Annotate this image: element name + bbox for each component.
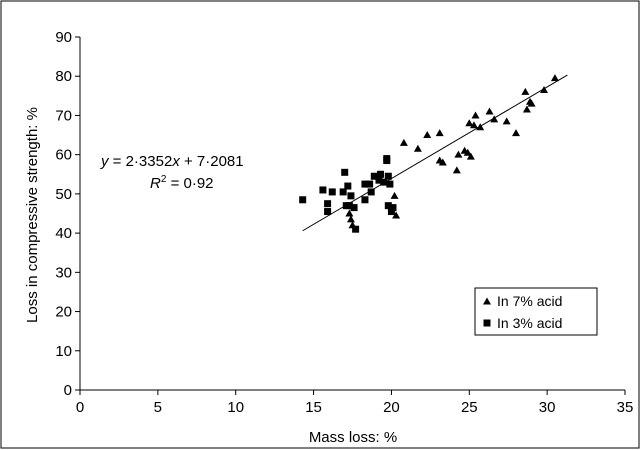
point-7pct-acid	[471, 111, 480, 119]
point-7pct-acid	[423, 131, 432, 139]
point-7pct-acid	[463, 148, 472, 156]
point-3pct-acid	[361, 180, 369, 188]
legend-box	[474, 287, 598, 336]
x-tick-label: 20	[383, 399, 400, 416]
x-tick-label: 5	[154, 399, 162, 416]
point-3pct-acid	[386, 180, 394, 188]
r-squared-symbol: R	[150, 175, 161, 192]
y-tick-label: 70	[55, 107, 72, 124]
y-tick-label: 50	[55, 186, 72, 203]
x-axis: 0 5 10 15 20 25 30 35	[76, 389, 634, 416]
point-3pct-acid	[339, 188, 347, 196]
point-3pct-acid	[387, 208, 395, 216]
point-7pct-acid	[490, 115, 499, 123]
point-3pct-acid	[377, 170, 385, 178]
x-tick-label: 10	[227, 399, 244, 416]
x-tick-label: 30	[539, 399, 556, 416]
y-tick-label: 60	[55, 147, 72, 164]
point-3pct-acid	[375, 176, 383, 184]
equation-line: y = 2·3352x + 7·2081	[100, 153, 244, 170]
y-axis: 0 10 20 30 40 50 60 70 80 90	[55, 29, 81, 399]
y-tick-label: 30	[55, 264, 72, 281]
point-7pct-acid	[485, 107, 494, 115]
point-7pct-acid	[452, 166, 461, 174]
point-3pct-acid	[347, 192, 355, 200]
point-3pct-acid	[344, 182, 352, 190]
point-3pct-acid	[380, 178, 388, 186]
y-tick-label: 0	[64, 382, 72, 399]
y-tick-label: 20	[55, 304, 72, 321]
point-7pct-acid	[399, 138, 408, 146]
r-squared-exponent: 2	[161, 174, 167, 185]
points-layer	[299, 74, 559, 233]
legend: In 7% acid In 3% acid	[474, 287, 598, 336]
point-7pct-acid	[435, 129, 444, 137]
x-tick-label: 0	[76, 399, 84, 416]
point-3pct-acid	[384, 202, 392, 210]
equation-coef: = 2·3352	[109, 153, 173, 170]
point-7pct-acid	[454, 150, 463, 158]
y-tick-label: 90	[55, 29, 72, 46]
legend-square-marker	[483, 319, 491, 327]
point-3pct-acid	[383, 155, 391, 163]
point-7pct-acid	[469, 121, 478, 129]
point-7pct-acid	[392, 211, 401, 219]
point-3pct-acid	[328, 188, 336, 196]
point-7pct-acid	[413, 144, 422, 152]
y-tick-label: 80	[55, 68, 72, 85]
point-3pct-acid	[341, 168, 349, 176]
point-3pct-acid	[324, 208, 332, 216]
point-3pct-acid	[299, 196, 307, 204]
point-3pct-acid	[324, 200, 332, 208]
point-7pct-acid	[550, 74, 559, 82]
point-3pct-acid	[361, 196, 369, 204]
equation-y-var: y	[100, 153, 110, 170]
point-7pct-acid	[502, 117, 511, 125]
equation-x-var: x	[171, 153, 180, 170]
point-3pct-acid	[370, 172, 378, 180]
point-7pct-acid	[522, 105, 531, 113]
y-tick-label: 10	[55, 343, 72, 360]
point-7pct-acid	[540, 85, 549, 93]
r-squared-value: = 0·92	[166, 175, 213, 192]
point-3pct-acid	[319, 186, 327, 194]
x-axis-title: Mass loss: %	[309, 429, 397, 446]
point-7pct-acid	[346, 215, 355, 223]
r-squared-line: R2 = 0·92	[150, 174, 214, 192]
x-tick-label: 25	[461, 399, 478, 416]
point-7pct-acid	[345, 209, 354, 217]
point-7pct-acid	[390, 191, 399, 199]
point-3pct-acid	[389, 204, 397, 212]
x-tick-label: 35	[617, 399, 634, 416]
point-7pct-acid	[438, 158, 447, 166]
trendline-equation: y = 2·3352x + 7·2081 R2 = 0·92	[100, 153, 244, 192]
point-7pct-acid	[521, 87, 530, 95]
legend-label-3pct: In 3% acid	[497, 315, 562, 331]
point-7pct-acid	[466, 152, 475, 160]
equation-intercept: + 7·2081	[180, 153, 244, 170]
point-3pct-acid	[367, 188, 375, 196]
point-3pct-acid	[352, 225, 360, 233]
point-7pct-acid	[527, 99, 536, 107]
point-7pct-acid	[476, 123, 485, 131]
point-3pct-acid	[350, 204, 358, 212]
y-tick-label: 40	[55, 225, 72, 242]
point-3pct-acid	[366, 180, 374, 188]
point-3pct-acid	[345, 202, 353, 210]
x-tick-label: 15	[305, 399, 322, 416]
legend-label-7pct: In 7% acid	[497, 293, 562, 309]
point-7pct-acid	[465, 119, 474, 127]
legend-triangle-marker	[483, 297, 491, 305]
y-axis-title: Loss in compressive strength: %	[24, 107, 41, 323]
point-3pct-acid	[384, 172, 392, 180]
point-7pct-acid	[512, 129, 520, 137]
